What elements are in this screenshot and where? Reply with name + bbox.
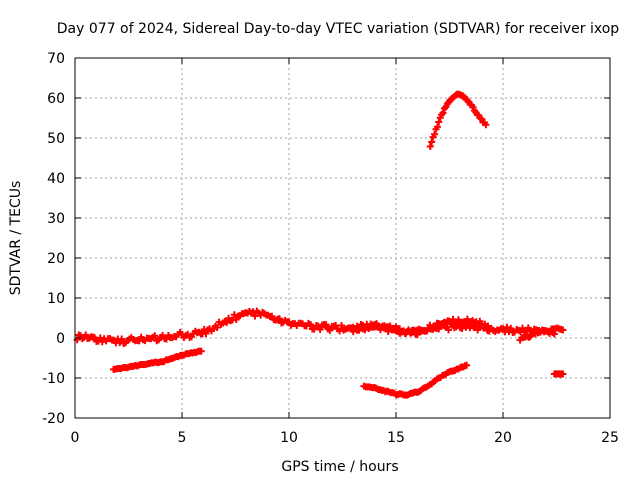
series-peak-arc [426,90,490,151]
data-point [445,326,453,334]
data-point [316,325,324,333]
y-tick-label: 50 [47,131,65,147]
data-point [433,123,441,131]
data-point [428,138,436,146]
data-point [326,326,334,334]
data-point [559,326,567,334]
data-point [458,325,466,333]
data-point [507,324,515,332]
data-point [435,118,443,126]
x-tick-label: 5 [178,430,187,446]
data-point [518,324,526,332]
data-point [213,324,221,332]
tick-layer: -20 -10 0 10 20 30 40 50 60 70 0 5 10 15 20 25 [42,51,619,446]
data-point [322,321,330,329]
data-point [310,325,318,333]
y-tick-label: 20 [47,251,65,267]
data-point [197,347,205,355]
series-lower-arc-2 [360,361,471,399]
data-point [118,335,126,343]
data-point [135,337,143,345]
y-tick-label: 70 [47,51,65,67]
data-layer [73,90,567,399]
data-point [476,317,484,325]
series-upper-branch [349,315,492,337]
data-point [306,321,314,329]
data-point [503,323,511,331]
series-lower-arc-1 [110,347,205,373]
data-point [526,333,534,341]
x-tick-label: 10 [280,430,298,446]
y-tick-label: 0 [56,331,65,347]
y-tick-label: 30 [47,211,65,227]
x-tick-label: 25 [601,430,619,446]
y-tick-label: -20 [42,411,65,427]
x-tick-label: 0 [71,430,80,446]
data-point [431,130,439,138]
data-point [82,331,90,339]
data-point [532,330,540,338]
x-axis-label: GPS time / hours [281,459,398,475]
series-short-segment [550,370,567,378]
y-tick-label: 60 [47,91,65,107]
data-point [426,143,434,151]
x-tick-label: 15 [387,430,405,446]
data-point [463,361,471,369]
y-tick-label: -10 [42,371,65,387]
y-tick-label: 40 [47,171,65,187]
data-point [162,335,170,343]
series-segment-near-21h [516,326,558,344]
data-point [439,109,447,117]
chart-title: Day 077 of 2024, Sidereal Day-to-day VTE… [57,21,620,37]
y-tick-label: 10 [47,291,65,307]
data-point [559,370,567,378]
series-main-trace [73,307,567,348]
data-point [482,121,490,129]
data-point [338,321,346,329]
data-point [275,315,283,323]
data-point [223,319,231,327]
data-point [484,322,492,330]
x-tick-label: 20 [494,430,512,446]
data-point [550,330,558,338]
data-point [431,323,439,331]
data-point [151,332,159,340]
plot-frame [74,57,611,419]
y-axis-label: SDTVAR / TECUs [8,181,24,296]
